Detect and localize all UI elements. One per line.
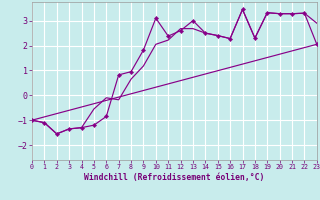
X-axis label: Windchill (Refroidissement éolien,°C): Windchill (Refroidissement éolien,°C) bbox=[84, 173, 265, 182]
